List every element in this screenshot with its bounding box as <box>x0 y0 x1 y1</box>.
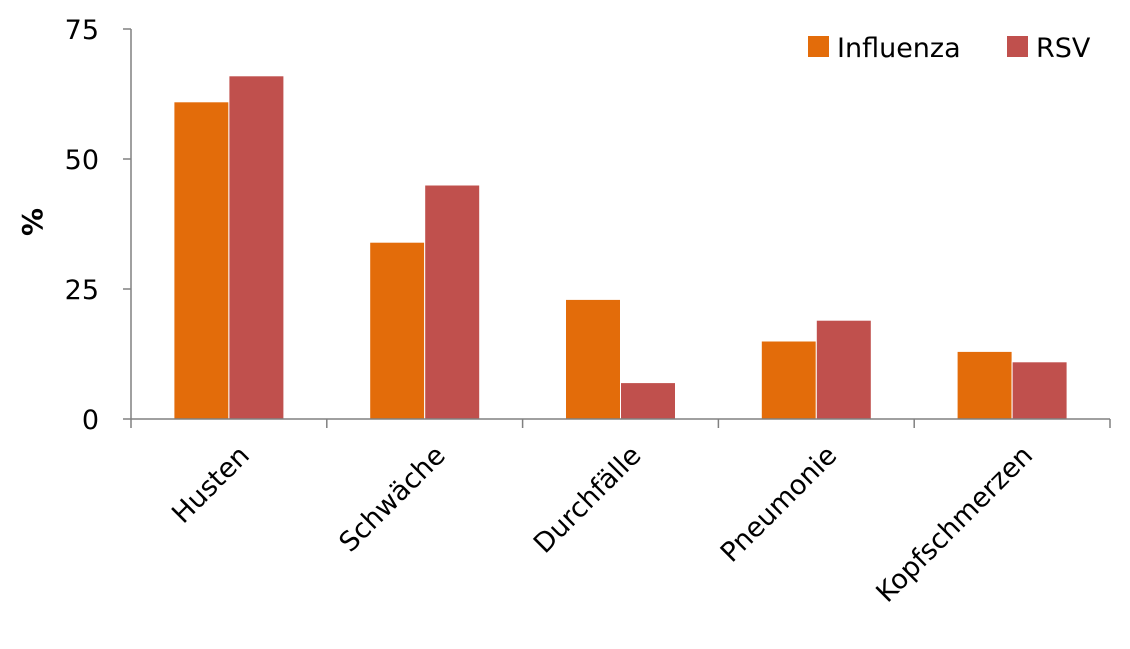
category-label: Durchfälle <box>528 440 648 560</box>
category-label: Kopfschmerzen <box>870 440 1039 609</box>
x-axis-ticks <box>130 419 1111 428</box>
bar-influenza-2 <box>565 298 621 420</box>
bar-influenza-1 <box>369 241 426 420</box>
legend-swatch-influenza <box>808 36 829 57</box>
y-tick-label: 75 <box>65 15 99 46</box>
bar-influenza-0 <box>173 101 230 420</box>
bar-rsv-4 <box>1011 361 1068 420</box>
category-label: Pneumonie <box>715 440 843 568</box>
y-tick-label: 0 <box>82 405 99 436</box>
category-label: Husten <box>166 440 256 530</box>
legend-label-influenza: Influenza <box>837 33 961 64</box>
bar-influenza-4 <box>956 350 1013 420</box>
category-labels: Husten Schwäche Durchfälle Pneumonie Kopfsch… <box>166 440 1039 609</box>
legend: Influenza RSV <box>808 33 1091 64</box>
y-tick-label: 50 <box>65 145 99 176</box>
bar-rsv-2 <box>620 382 676 420</box>
bars <box>173 75 1068 420</box>
bar-rsv-3 <box>815 319 872 420</box>
legend-swatch-rsv <box>1007 36 1028 57</box>
bar-rsv-0 <box>228 75 285 420</box>
category-label: Schwäche <box>333 440 451 558</box>
bar-influenza-3 <box>760 340 817 420</box>
y-axis-title: % <box>16 208 49 236</box>
y-axis-ticks: 0 25 50 75 <box>65 15 131 436</box>
bar-rsv-1 <box>424 184 481 420</box>
legend-label-rsv: RSV <box>1036 33 1091 64</box>
y-tick-label: 25 <box>65 275 99 306</box>
